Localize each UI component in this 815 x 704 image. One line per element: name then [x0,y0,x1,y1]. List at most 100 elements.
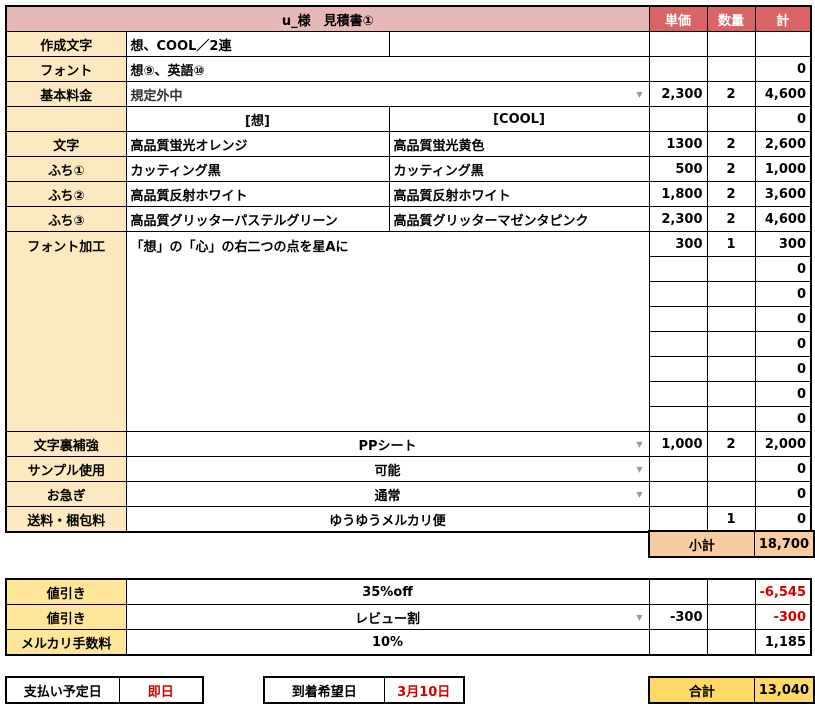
col-total-header: 計 [754,5,812,32]
discount-price[interactable]: -300 [648,604,708,630]
grand-total-value: 13,040 [753,676,815,704]
unit-price[interactable]: 300 [648,231,708,257]
unit-price[interactable]: 1300 [648,131,708,157]
quantity[interactable]: 1 [706,506,756,533]
payment-date-value[interactable]: 即日 [118,676,204,704]
quantity[interactable]: 2 [706,431,756,457]
row-value-b[interactable]: 高品質グリッターマゼンタピンク [388,206,650,232]
unit-price[interactable] [648,381,708,407]
quantity[interactable] [706,381,756,407]
row-value-cell[interactable]: PPシート ▼ [125,431,650,457]
row-value-cell[interactable]: 可能 ▼ [125,456,650,482]
unit-price[interactable]: 2,300 [648,206,708,232]
row-value-a[interactable]: 高品質反射ホワイト [125,181,390,207]
unit-price[interactable] [648,481,708,507]
row-value-cell[interactable]: 想⑨、英語⑩ [125,56,650,82]
row-label: 送料・梱包料 [5,506,127,533]
quantity[interactable]: 2 [706,181,756,207]
row-value-b[interactable]: [COOL] [388,106,650,132]
quantity[interactable] [706,406,756,432]
discount-qty[interactable] [706,629,756,656]
unit-price[interactable] [648,106,708,132]
row-label: 作成文字 [5,31,127,57]
font-processing-text[interactable]: 「想」の「心」の右二つの点を星Aに [125,231,650,432]
payment-date-label: 支払い予定日 [5,676,120,704]
row-value-a[interactable]: カッティング黒 [125,156,390,182]
unit-price[interactable] [648,56,708,82]
unit-price[interactable] [648,356,708,382]
discount-row: 値引き 35%off -6,545 [5,578,812,605]
unit-price[interactable]: 1,800 [648,181,708,207]
discount-price[interactable] [648,578,708,605]
payment-date-box: 支払い予定日 即日 [5,676,204,704]
discount-value-cell[interactable]: レビュー割 ▼ [125,604,650,630]
row-label [5,106,127,132]
row-value-a[interactable]: 高品質蛍光オレンジ [125,131,390,157]
dropdown-arrow-icon[interactable]: ▼ [636,490,643,499]
line-total: 0 [754,381,812,407]
row-value-cell[interactable]: 通常 ▼ [125,481,650,507]
row-value-b[interactable]: カッティング黒 [388,156,650,182]
line-total: 0 [754,56,812,82]
quantity[interactable]: 2 [706,206,756,232]
discount-label: 値引き [5,604,127,630]
discount-total: 1,185 [754,629,812,656]
quantity[interactable] [706,481,756,507]
row-value-a[interactable]: 想、COOL／2連 [125,31,390,57]
table-row: ふち① カッティング黒 カッティング黒 500 2 1,000 [5,156,812,182]
unit-price[interactable] [648,281,708,307]
line-total: 1,000 [754,156,812,182]
unit-price[interactable] [648,256,708,282]
quantity[interactable] [706,331,756,357]
row-value-b[interactable]: 高品質反射ホワイト [388,181,650,207]
discount-value-cell[interactable]: 10% [125,629,650,656]
quantity[interactable] [706,56,756,82]
quantity[interactable] [706,256,756,282]
quantity[interactable] [706,356,756,382]
discount-price[interactable] [648,629,708,656]
grand-total-label: 合計 [648,676,755,704]
quantity[interactable]: 2 [706,81,756,107]
unit-price[interactable] [648,506,708,533]
line-total: 0 [754,356,812,382]
discount-qty[interactable] [706,604,756,630]
unit-price[interactable] [648,306,708,332]
quantity[interactable] [706,31,756,57]
dropdown-arrow-icon[interactable]: ▼ [636,440,643,449]
dropdown-arrow-icon[interactable]: ▼ [636,90,643,99]
row-value-a[interactable]: [想] [125,106,390,132]
table-row: フォント 想⑨、英語⑩ 0 [5,56,812,82]
dropdown-arrow-icon[interactable]: ▼ [636,465,643,474]
unit-price[interactable] [648,331,708,357]
table-row: お急ぎ 通常 ▼ 0 [5,481,812,507]
row-value: 可能 [374,463,401,479]
arrival-date-value[interactable]: 3月10日 [383,676,465,704]
row-value-b[interactable]: 高品質蛍光黄色 [388,131,650,157]
row-value-a[interactable]: 高品質グリッターパステルグリーン [125,206,390,232]
unit-price[interactable]: 1,000 [648,431,708,457]
subtotal-label: 小計 [648,530,755,558]
quantity[interactable]: 2 [706,131,756,157]
line-total: 0 [754,256,812,282]
row-value-cell[interactable]: 規定外中 ▼ [125,81,650,107]
quantity[interactable] [706,281,756,307]
discount-value-cell[interactable]: 35%off [125,578,650,605]
quantity[interactable] [706,306,756,332]
table-row: [想] [COOL] 0 [5,106,812,132]
quantity[interactable]: 2 [706,156,756,182]
unit-price[interactable] [648,456,708,482]
discount-qty[interactable] [706,578,756,605]
discount-value: 10% [371,634,404,650]
quantity[interactable] [706,456,756,482]
quantity[interactable] [706,106,756,132]
unit-price[interactable]: 500 [648,156,708,182]
row-value-b[interactable] [388,31,650,57]
dropdown-arrow-icon[interactable]: ▼ [636,613,643,622]
row-value-cell[interactable]: ゆうゆうメルカリ便 [125,506,650,533]
unit-price[interactable] [648,406,708,432]
table-row: ふち② 高品質反射ホワイト 高品質反射ホワイト 1,800 2 3,600 [5,181,812,207]
col-price-header: 単価 [648,5,708,32]
quantity[interactable]: 1 [706,231,756,257]
unit-price[interactable]: 2,300 [648,81,708,107]
unit-price[interactable] [648,31,708,57]
